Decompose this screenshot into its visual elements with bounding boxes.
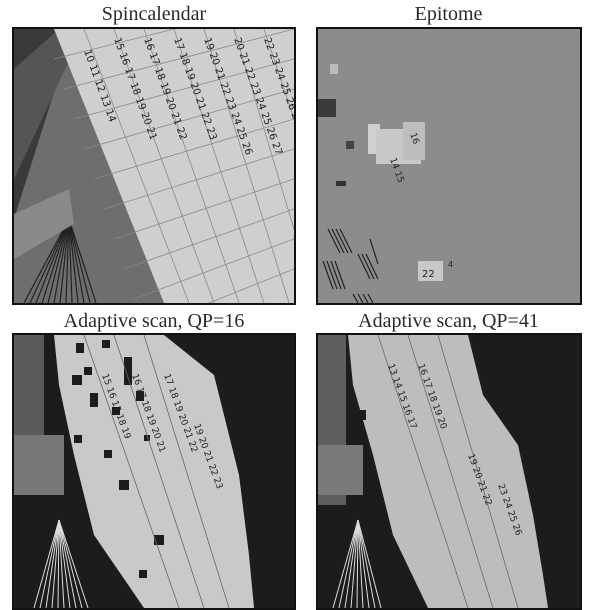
svg-text:22: 22	[422, 269, 435, 280]
panel-title-epitome: Epitome	[414, 3, 483, 25]
svg-text:16: 16	[407, 132, 420, 146]
image-spincalendar: 10 11 12 13 14 15 16 17 18 19 20 21 16 1…	[12, 27, 296, 305]
panel-title-adaptive-qp41: Adaptive scan, QP=41	[358, 310, 539, 332]
image-epitome: 14 15 16 22 4	[316, 27, 582, 305]
svg-text:4: 4	[448, 260, 453, 269]
image-adaptive-qp16: 15 16 17 18 19 16 17 18 19 20 21 17 18 1…	[12, 333, 296, 610]
image-adaptive-qp41: 13 14 15 16 17 16 17 18 19 20 19 20 21 2…	[316, 333, 582, 610]
panel-title-adaptive-qp16: Adaptive scan, QP=16	[63, 310, 245, 332]
panel-title-spincalendar: Spincalendar	[101, 3, 207, 25]
